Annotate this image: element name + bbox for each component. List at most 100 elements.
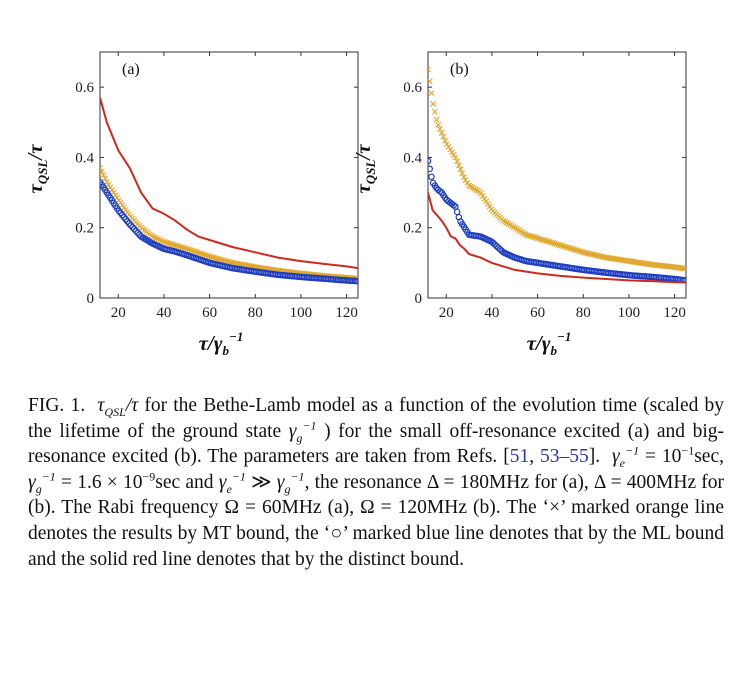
marker-x [536, 235, 543, 242]
marker-circle [127, 222, 135, 229]
marker-x [579, 248, 586, 255]
marker-x [201, 251, 208, 258]
marker-x [452, 154, 459, 161]
marker-x [551, 240, 558, 247]
x-axis-label: τ/γb−1 [527, 329, 572, 358]
marker-x [522, 231, 529, 238]
marker-x [562, 243, 568, 250]
y-tick-label: 0.6 [403, 80, 422, 96]
marker-x [428, 66, 431, 73]
marker-x [172, 242, 179, 249]
plot-area [100, 97, 358, 285]
x-tick-label: 40 [484, 305, 499, 321]
marker-x [211, 254, 218, 261]
citation-link[interactable]: 51 [509, 446, 530, 468]
marker-x [555, 241, 562, 248]
y-tick-label: 0.4 [75, 150, 94, 166]
marker-x [102, 175, 109, 182]
marker-x [180, 244, 187, 251]
x-tick-label: 80 [576, 305, 591, 321]
marker-x [431, 108, 438, 115]
marker-x [165, 240, 172, 247]
marker-x [199, 251, 206, 258]
caption-fig-label: FIG. 1. [28, 395, 86, 416]
marker-x [438, 129, 445, 136]
citation-link[interactable]: 53 [540, 446, 560, 468]
y-tick-label: 0.4 [403, 150, 422, 166]
marker-x [478, 190, 485, 197]
marker-x [531, 234, 538, 241]
marker-x [558, 242, 565, 249]
marker-x [184, 246, 191, 252]
marker-x [681, 265, 686, 272]
marker-x [529, 233, 536, 240]
marker-x [189, 247, 196, 254]
marker-circle [428, 157, 432, 165]
x-axis-label: τ/γb−1 [199, 329, 244, 358]
y-tick-label: 0.2 [75, 221, 94, 237]
marker-circle [450, 202, 457, 209]
marker-x [457, 166, 464, 173]
marker-x [174, 242, 181, 249]
marker-x [191, 248, 198, 255]
marker-x [110, 189, 117, 196]
y-tick-label: 0 [415, 291, 423, 307]
marker-x [175, 243, 182, 250]
marker-x [524, 232, 531, 239]
marker-x [108, 186, 115, 193]
panel-label: (b) [450, 61, 469, 78]
marker-x [100, 168, 105, 175]
marker-x [570, 246, 577, 253]
marker-circle [428, 165, 434, 173]
marker-x [577, 248, 584, 255]
y-tick-label: 0 [87, 291, 95, 307]
marker-x [484, 201, 491, 207]
citation-link[interactable]: 55 [569, 446, 589, 468]
marker-x [153, 235, 160, 242]
marker-x [151, 234, 158, 241]
marker-x [556, 242, 563, 249]
marker-circle [125, 220, 133, 227]
marker-x [479, 193, 486, 200]
marker-x [194, 249, 201, 256]
y-tick-label: 0.6 [75, 80, 94, 96]
marker-x [567, 245, 574, 252]
x-tick-label: 100 [290, 305, 313, 321]
marker-x [541, 237, 548, 244]
series-line-distinct-bound [100, 97, 358, 270]
marker-x [440, 133, 447, 140]
marker-x [573, 247, 580, 254]
marker-x [435, 121, 442, 128]
marker-x [220, 257, 227, 264]
marker-x [187, 247, 194, 254]
marker-x [433, 116, 440, 123]
marker-x [223, 258, 230, 265]
marker-x [680, 265, 686, 272]
marker-x [538, 236, 545, 243]
marker-x [179, 244, 186, 251]
marker-x [436, 125, 443, 132]
x-tick-label: 40 [156, 305, 171, 321]
marker-x [206, 253, 213, 260]
x-tick-label: 60 [530, 305, 545, 321]
marker-x [430, 100, 437, 107]
marker-x [215, 255, 222, 262]
marker-x [198, 250, 205, 257]
marker-x [150, 233, 157, 240]
x-tick-label: 120 [335, 305, 358, 321]
marker-x [225, 258, 232, 265]
marker-x [539, 236, 546, 243]
marker-x [442, 137, 449, 144]
marker-x [553, 241, 560, 248]
marker-x [203, 252, 210, 259]
marker-x [428, 90, 435, 97]
marker-x [445, 143, 452, 150]
marker-x [112, 192, 119, 199]
x-tick-label: 20 [111, 305, 126, 321]
marker-x [428, 78, 433, 85]
marker-x [565, 244, 572, 251]
marker-x [483, 198, 490, 205]
marker-x [168, 241, 175, 248]
marker-x [462, 177, 469, 184]
marker-x [548, 239, 555, 246]
